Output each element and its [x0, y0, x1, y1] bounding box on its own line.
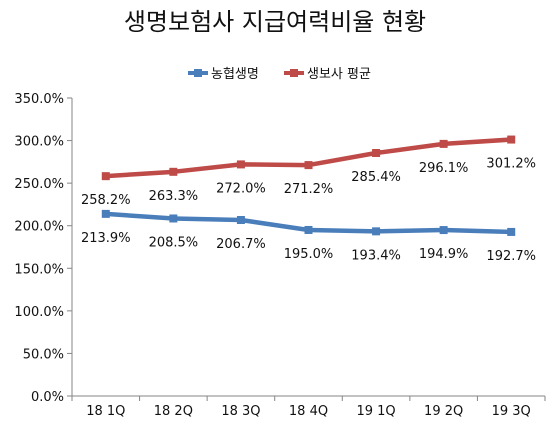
y-tick-label: 50.0%: [23, 347, 64, 362]
data-point: [169, 214, 178, 223]
y-tick-label: 300.0%: [14, 135, 64, 150]
data-label: 285.4%: [351, 170, 401, 185]
data-point: [236, 160, 245, 169]
data-label: 272.0%: [216, 181, 266, 196]
data-point: [169, 167, 178, 176]
data-point: [101, 209, 110, 218]
y-tick-label: 150.0%: [14, 262, 64, 277]
y-tick-label: 200.0%: [14, 220, 64, 235]
y-tick-label: 250.0%: [14, 177, 64, 192]
y-tick-label: 100.0%: [14, 305, 64, 320]
data-label: 271.2%: [284, 182, 334, 197]
data-label: 192.7%: [486, 249, 536, 264]
data-label: 213.9%: [81, 231, 131, 246]
data-point: [304, 225, 313, 234]
data-label: 193.4%: [351, 248, 401, 263]
data-point: [236, 216, 245, 225]
series-0: 213.9% 208.5% 206.7% 195.0% 193.4% 194.9% 192.…: [81, 209, 536, 264]
x-tick-label: 18 4Q: [289, 404, 328, 419]
x-axis: 18 1Q 18 2Q 18 3Q 18 4Q 19 1Q 19 2Q 19 3Q: [71, 395, 546, 419]
data-label: 258.2%: [81, 193, 131, 208]
legend-entry-nonghyup: 농협생명: [188, 67, 259, 82]
data-label: 296.1%: [419, 161, 469, 176]
data-label: 301.2%: [486, 157, 536, 172]
series-1: 258.2% 263.3% 272.0% 271.2% 285.4% 296.1% 301.…: [81, 135, 536, 208]
legend-label-average: 생보사 평균: [307, 67, 371, 82]
data-label: 206.7%: [216, 237, 266, 252]
x-tick-label: 18 2Q: [154, 404, 193, 419]
data-label: 208.5%: [149, 235, 199, 250]
legend-label-nonghyup: 농협생명: [211, 67, 259, 82]
x-tick-label: 19 3Q: [492, 404, 531, 419]
data-point: [507, 227, 516, 236]
data-point: [507, 135, 516, 144]
data-point: [372, 149, 381, 158]
legend: 농협생명 생보사 평균: [188, 67, 371, 82]
x-tick-label: 18 1Q: [86, 404, 125, 419]
data-point: [439, 139, 448, 148]
x-tick-label: 18 3Q: [221, 404, 260, 419]
data-point: [304, 161, 313, 170]
y-axis: 0.0% 50.0% 100.0% 150.0% 200.0% 250.0% 300.0% 3…: [14, 92, 73, 405]
data-label: 263.3%: [149, 189, 199, 204]
data-point: [372, 227, 381, 236]
data-label: 195.0%: [284, 247, 334, 262]
chart-title: 생명보험사 지급여력비율 현황: [124, 8, 426, 36]
legend-marker-nonghyup: [194, 69, 202, 77]
y-tick-label: 350.0%: [14, 92, 64, 107]
y-tick-label: 0.0%: [31, 390, 64, 405]
data-point: [439, 226, 448, 235]
data-point: [101, 172, 110, 181]
data-label: 194.9%: [419, 247, 469, 262]
x-tick-label: 19 2Q: [424, 404, 463, 419]
legend-entry-average: 생보사 평균: [284, 67, 371, 82]
x-tick-label: 19 1Q: [356, 404, 395, 419]
series-layer: 213.9% 208.5% 206.7% 195.0% 193.4% 194.9% 192.…: [81, 135, 536, 264]
legend-marker-average: [290, 69, 298, 77]
